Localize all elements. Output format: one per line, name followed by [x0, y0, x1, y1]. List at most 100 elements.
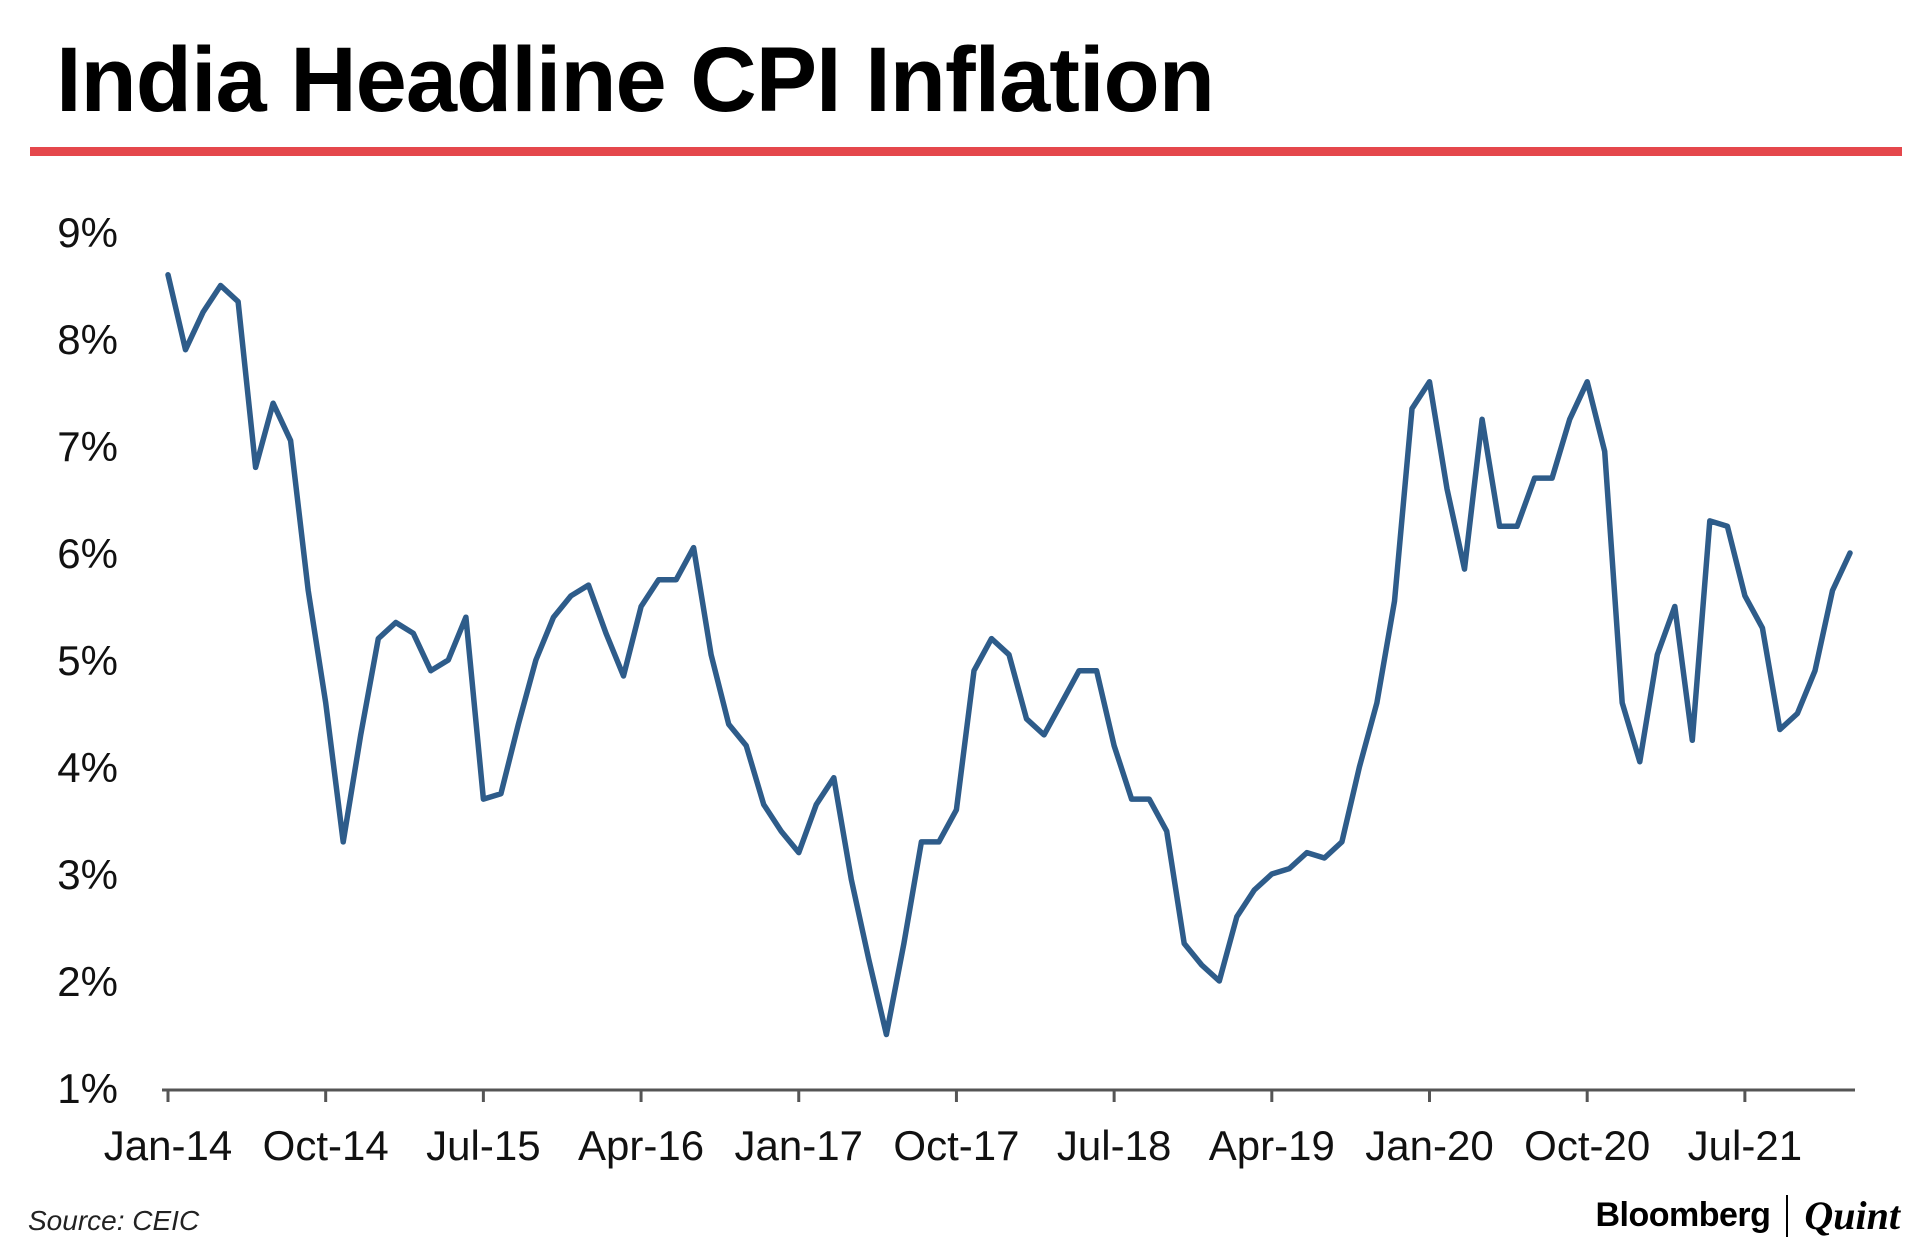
x-tick-label: Jan-17: [735, 1122, 863, 1169]
cpi-inflation-line: [165, 272, 1853, 1038]
data-point: [586, 583, 591, 588]
data-point: [1532, 476, 1537, 481]
x-axis-tick-labels: Jan-14 Oct-14 Jul-15 Apr-16 Jan-17 Oct-17 Jul-…: [104, 1122, 1802, 1169]
data-point: [1445, 486, 1450, 491]
source-note: Source: CEIC: [28, 1205, 200, 1236]
data-point: [1742, 593, 1747, 598]
data-point: [1777, 727, 1782, 732]
data-point: [1129, 797, 1134, 802]
data-point: [1655, 652, 1660, 657]
y-tick-label: 7%: [57, 423, 118, 470]
x-tick-label: Apr-16: [578, 1122, 704, 1169]
x-tick-label: Jan-20: [1365, 1122, 1493, 1169]
logo-brand-text: Bloomberg: [1595, 1196, 1771, 1234]
data-point: [604, 631, 609, 636]
data-point: [1515, 524, 1520, 529]
data-point: [831, 775, 836, 780]
data-point: [1182, 941, 1187, 946]
x-tick-label: Apr-19: [1209, 1122, 1335, 1169]
data-point: [428, 668, 433, 673]
data-point: [849, 877, 854, 882]
data-point: [691, 545, 696, 550]
data-point: [1269, 872, 1274, 877]
data-point: [621, 674, 626, 679]
y-tick-label: 8%: [57, 316, 118, 363]
data-point: [1690, 738, 1695, 743]
data-point: [1024, 716, 1029, 721]
data-point: [761, 802, 766, 807]
x-tick-label: Jul-21: [1688, 1122, 1802, 1169]
data-point: [1094, 668, 1099, 673]
data-point: [796, 850, 801, 855]
data-point: [1813, 668, 1818, 673]
x-tick-label: Jan-14: [104, 1122, 232, 1169]
data-point: [569, 593, 574, 598]
logo-divider: [1786, 1194, 1789, 1237]
x-tick-label: Oct-17: [893, 1122, 1019, 1169]
y-tick-label: 6%: [57, 530, 118, 577]
y-axis-tick-labels: 1% 2% 3% 4% 5% 6% 7% 8% 9%: [57, 209, 118, 1112]
x-axis: [162, 1088, 1855, 1102]
data-point: [744, 743, 749, 748]
data-point: [866, 957, 871, 962]
data-point: [341, 839, 346, 844]
data-point: [1077, 668, 1082, 673]
data-point: [1059, 700, 1064, 705]
y-tick-label: 9%: [57, 209, 118, 256]
data-point: [972, 668, 977, 673]
data-point: [1620, 700, 1625, 705]
data-point: [288, 438, 293, 443]
data-point: [989, 636, 994, 641]
data-point: [954, 807, 959, 812]
data-point: [814, 802, 819, 807]
title-underline: [30, 147, 1902, 156]
data-point: [1322, 856, 1327, 861]
chart-title: India Headline CPI Inflation: [56, 29, 1215, 131]
data-point: [726, 722, 731, 727]
data-point: [1725, 524, 1730, 529]
data-point: [1567, 417, 1572, 422]
x-tick-label: Jul-18: [1057, 1122, 1171, 1169]
data-point: [1357, 765, 1362, 770]
data-point: [639, 604, 644, 609]
data-point: [498, 791, 503, 796]
data-point: [1795, 711, 1800, 716]
data-point: [463, 615, 468, 620]
data-point: [1042, 732, 1047, 737]
data-point: [779, 829, 784, 834]
data-point: [1760, 625, 1765, 630]
data-point: [306, 588, 311, 593]
data-point: [1392, 599, 1397, 604]
data-point: [1637, 759, 1642, 764]
data-point: [1374, 700, 1379, 705]
data-point: [901, 941, 906, 946]
y-tick-label: 4%: [57, 744, 118, 791]
data-point: [1480, 417, 1485, 422]
data-point: [1707, 518, 1712, 523]
data-point: [1112, 743, 1117, 748]
data-point: [551, 615, 556, 620]
data-point: [201, 310, 206, 315]
data-point: [393, 620, 398, 625]
data-point: [919, 839, 924, 844]
x-tick-label: Oct-14: [263, 1122, 389, 1169]
data-point: [1147, 797, 1152, 802]
data-point: [183, 347, 188, 352]
data-point: [1830, 588, 1835, 593]
data-point: [1304, 850, 1309, 855]
data-point: [533, 658, 538, 663]
data-point: [1672, 604, 1677, 609]
data-point: [1217, 979, 1222, 984]
data-point: [884, 1032, 889, 1037]
data-point: [1602, 449, 1607, 454]
data-point: [218, 283, 223, 288]
data-point: [1848, 551, 1853, 556]
data-point: [709, 652, 714, 657]
data-point: [936, 839, 941, 844]
data-point: [271, 401, 276, 406]
data-point: [1585, 379, 1590, 384]
logo-suffix-text: Quint: [1804, 1193, 1900, 1238]
data-point: [674, 577, 679, 582]
data-point: [1007, 652, 1012, 657]
y-tick-label: 1%: [57, 1065, 118, 1112]
